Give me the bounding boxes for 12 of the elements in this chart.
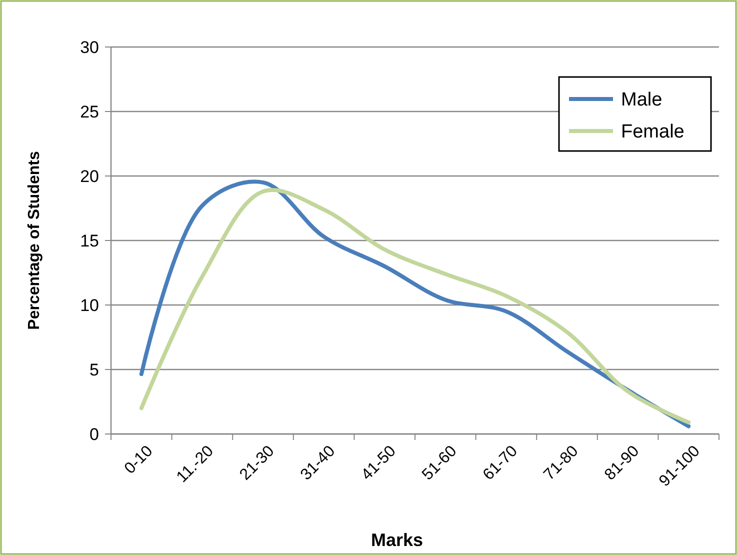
y-tick-label: 0 bbox=[90, 424, 99, 444]
legend-label: Female bbox=[621, 122, 684, 143]
x-axis-title: Marks bbox=[370, 530, 424, 550]
y-tick-label: 20 bbox=[80, 166, 99, 186]
y-tick-label: 5 bbox=[90, 360, 99, 380]
y-tick-label: 15 bbox=[80, 231, 99, 250]
y-tick-label: 25 bbox=[80, 102, 99, 122]
y-tick-label: 10 bbox=[80, 296, 99, 315]
x-tick-label: 0-10 bbox=[122, 442, 156, 478]
y-axis-title: Percentage of Students bbox=[26, 151, 43, 330]
legend-label: Male bbox=[621, 90, 662, 111]
y-tick-label: 30 bbox=[80, 38, 99, 57]
